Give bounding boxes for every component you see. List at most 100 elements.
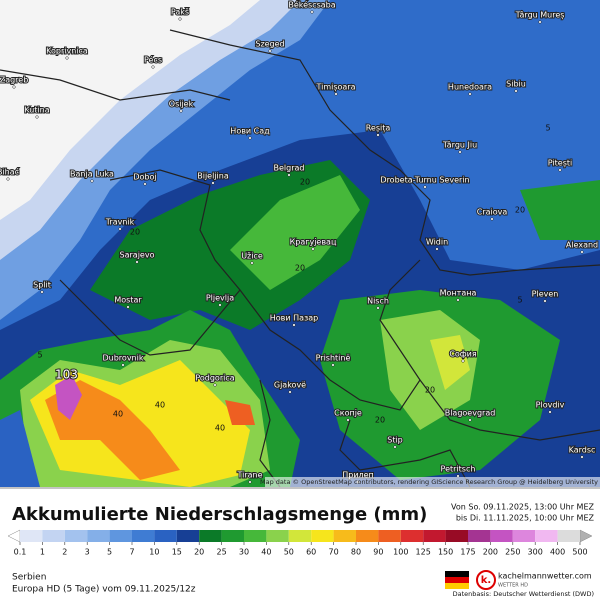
color-cell [490,530,513,542]
period-to: bis Di. 11.11.2025, 10:00 Uhr MEZ [456,514,595,523]
area [430,335,470,390]
color-cell [221,530,244,542]
color-cell [356,530,379,542]
color-cell [378,530,401,542]
city-label: Pakš [171,7,189,17]
color-cell [87,530,110,542]
city-dot [311,247,315,251]
contour-label: 20 [300,178,310,187]
contour-label: 20 [425,386,435,395]
city-dot [268,49,272,53]
city-dot [211,181,215,185]
city-dot [461,359,465,363]
color-cell [42,530,65,542]
city-label: Belgrad [274,164,305,173]
city-label: Mostar [114,296,142,305]
city-dot [288,390,292,394]
model: Europa HD (5 Tage) vom 09.11.2025/12z [12,585,196,595]
tick-label: 15 [172,548,182,557]
city-dot [90,179,94,183]
flag [445,571,469,577]
contour-label: 40 [113,410,123,419]
area [520,180,600,240]
tick-label: 150 [438,548,453,557]
borders [0,29,600,487]
city-label: Pljevlja [206,294,234,303]
city-dot [135,260,139,264]
attribution: Map data © OpenStreetMap contributors, r… [260,478,598,486]
city-dot [423,185,427,189]
city-dot [543,299,547,303]
map-labels: Békéscsaba Pakš Szeged Koprivnica Pécs Zagreb… [0,0,599,484]
tick-label: 2 [62,548,67,557]
color-cell [288,530,312,542]
city-dot [287,173,291,177]
color-cell [333,530,356,542]
color-cell [445,530,468,542]
city-dot [558,168,562,172]
tick-label: 175 [460,548,475,557]
tick-label: 125 [416,548,431,557]
city-label: Kutina [24,106,49,115]
city-label: Pécs [144,55,162,65]
city-label: Craiova [477,208,508,217]
color-cell [400,530,424,542]
city-label: Pitești [548,159,572,169]
dry-area [0,0,260,220]
color-cell [423,530,446,542]
city-label: Pleven [532,290,559,299]
attribution-bg [265,477,600,487]
tick-label: 90 [373,548,383,557]
city-label: Doboj [133,173,156,182]
city-label: Banja Luka [70,170,114,179]
tick-label: 40 [261,548,271,557]
over-arrow [579,529,593,543]
contour-label: 40 [155,401,165,410]
city-label: Užice [241,252,263,261]
tick-label: 60 [306,548,316,557]
city-label: Kardsc [569,446,596,455]
contour-label: 5 [545,124,550,133]
contour-label: 20 [130,228,140,237]
color-cell [512,530,536,542]
tick-label: 3 [85,548,90,557]
contour-label: 5 [37,351,42,360]
tick-label: 100 [393,548,408,557]
city-label: Stip [387,436,403,445]
city-label: Timișoara [315,83,355,93]
city-dot [468,92,472,96]
period-from: Von So. 09.11.2025, 13:00 Uhr MEZ [451,503,594,512]
color-cell [176,530,200,542]
city-label: Drobeta-Turnu Severin [380,176,469,185]
city-dot [126,305,130,309]
city-label: Gjakovë [274,381,306,390]
color-cell [64,530,88,542]
city-label: Нови Сад [230,127,270,136]
under-arrow [7,529,21,543]
city-label: Нови Пазар [270,314,319,323]
city-label: Târgu Jiu [442,141,477,150]
contour-label: 20 [515,206,525,215]
city-dot [346,418,350,422]
city-dot [580,250,584,254]
city-label: Split [33,281,51,290]
tick-label: 70 [329,548,339,557]
city-label: Osijek [169,100,194,109]
city-dot [178,17,182,21]
city-dot [65,56,69,60]
city-dot [456,298,460,302]
color-cell [154,530,177,542]
source: Datenbasis: Deutscher Wetterdienst (DWD) [453,590,594,598]
city-label: Скопје [334,409,362,418]
city-dot [12,85,16,89]
color-cell [468,530,491,542]
city-dot [151,65,155,69]
tick-label: 20 [194,548,204,557]
city-dot [458,150,462,154]
map [0,0,600,487]
brand: kachelmannwetter.com [498,572,592,581]
tick-label: 300 [528,548,543,557]
tick-label: 7 [129,548,134,557]
